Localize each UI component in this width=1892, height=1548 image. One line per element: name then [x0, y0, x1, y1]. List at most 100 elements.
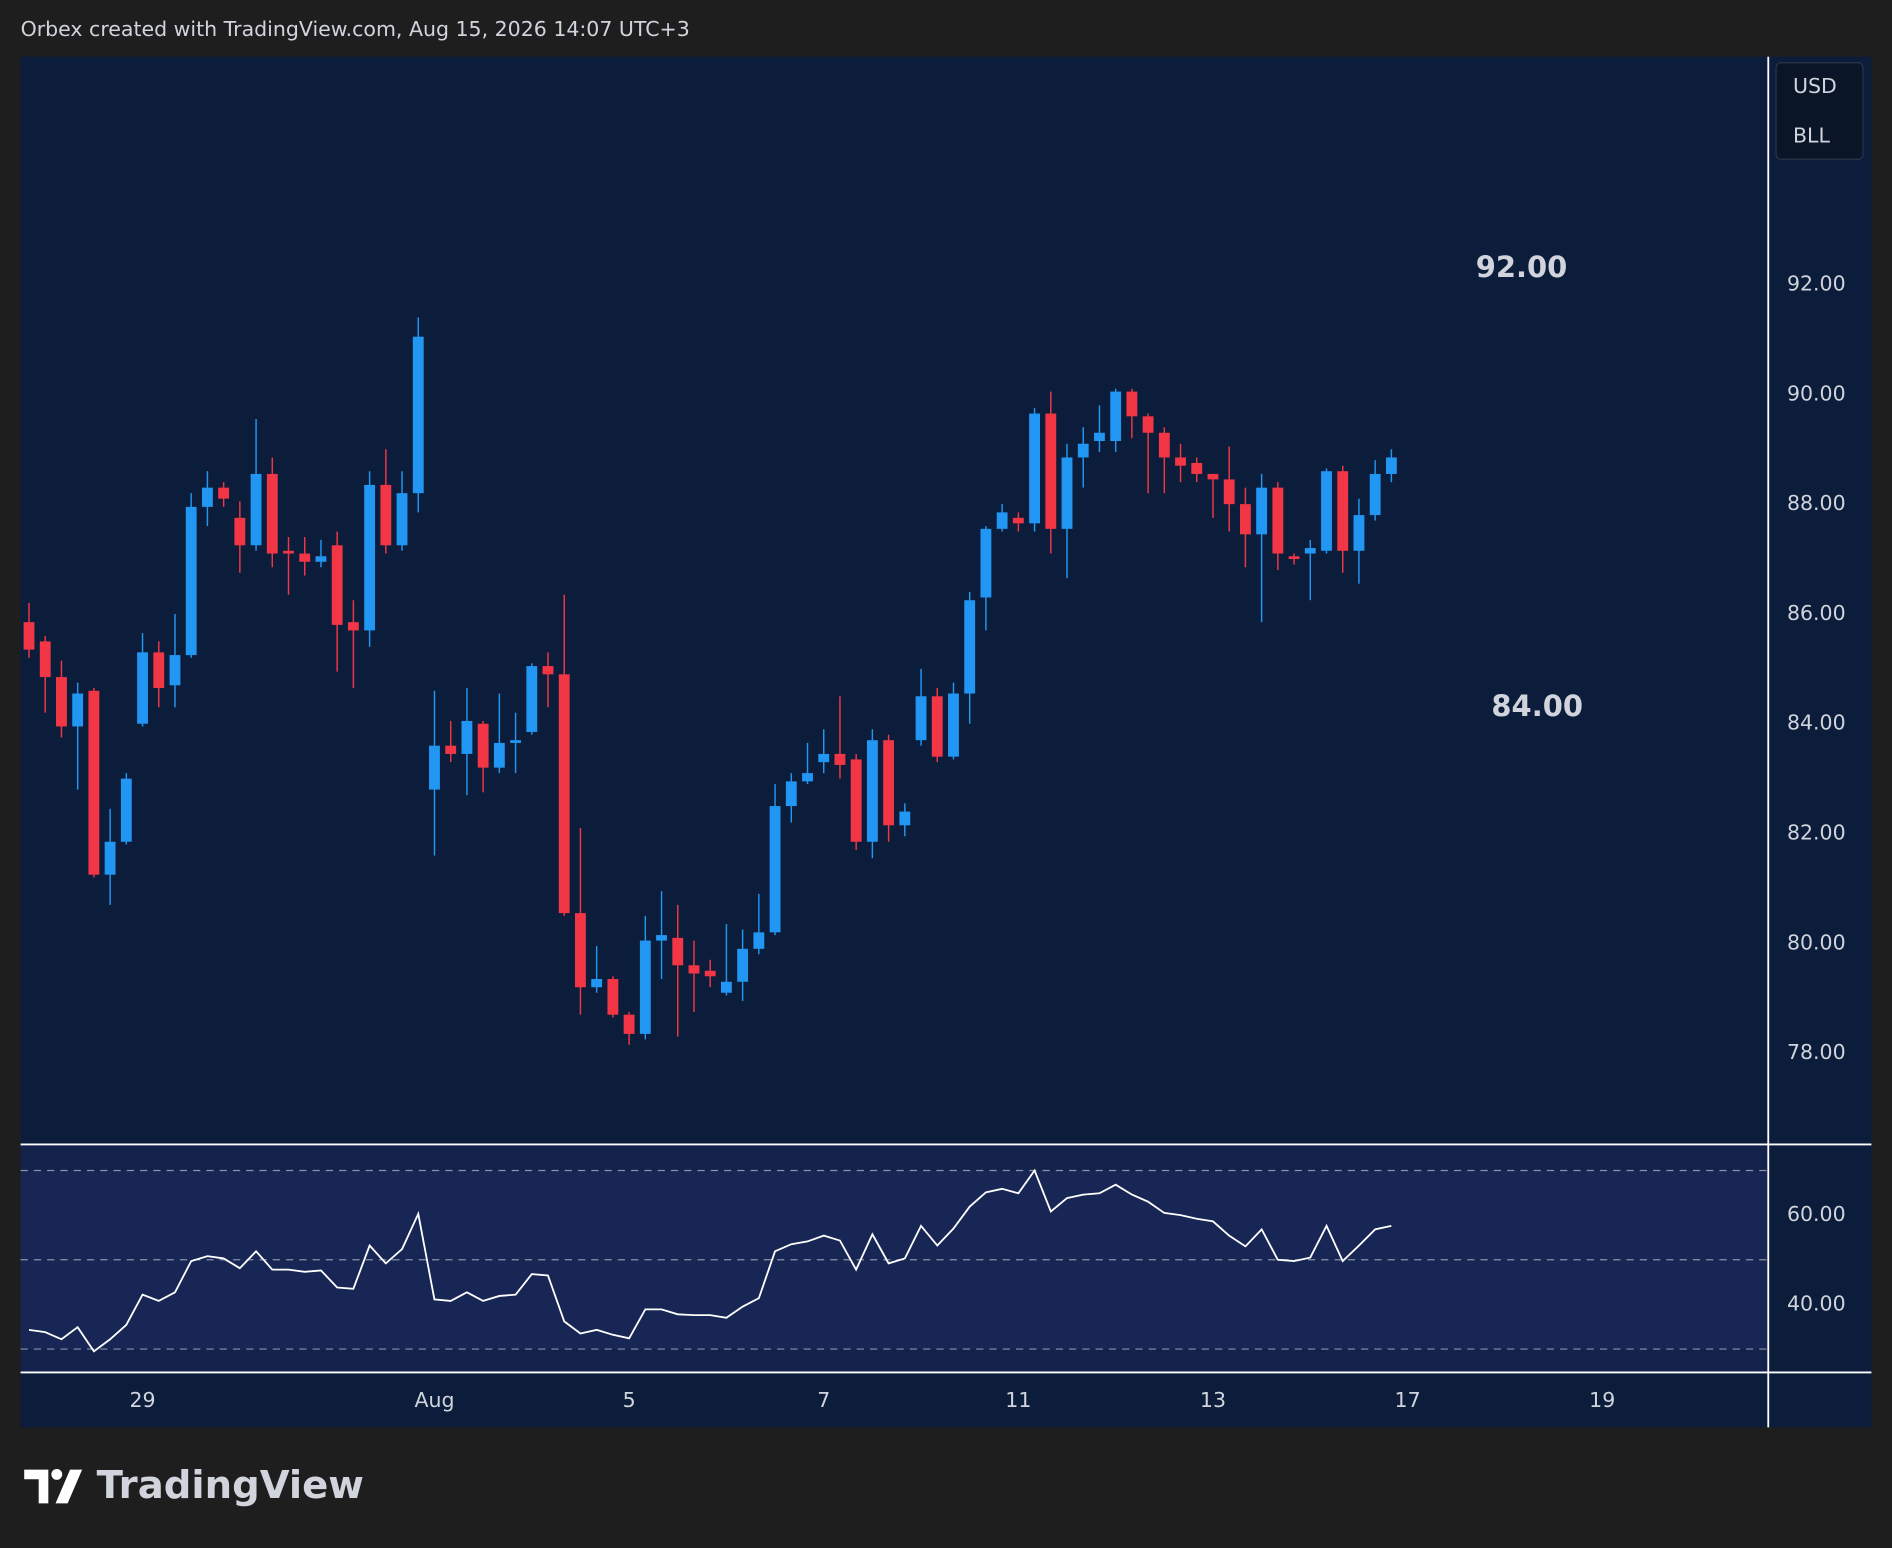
- candle-body: [1207, 473, 1219, 480]
- candle-body: [1337, 471, 1349, 551]
- candle-body: [429, 745, 440, 790]
- symbol-badge-text: BLL: [1793, 123, 1830, 147]
- y-tick-label: 90.00: [1787, 381, 1846, 405]
- candle-body: [575, 913, 586, 988]
- candle-body: [980, 528, 992, 598]
- candle-body: [996, 512, 1008, 529]
- candle-body: [120, 778, 132, 842]
- currency-badge: USD: [1793, 74, 1837, 98]
- candle-body: [688, 965, 700, 974]
- candle-body: [266, 473, 278, 554]
- candle-body: [1239, 504, 1251, 535]
- candle-body: [850, 759, 862, 842]
- candle-body: [104, 841, 116, 875]
- annotation: 92.00: [1476, 250, 1568, 284]
- candle-body: [1061, 457, 1073, 529]
- candle-body: [493, 742, 505, 768]
- logo-text: TradingView: [97, 1463, 364, 1508]
- candle-body: [72, 693, 84, 727]
- candle-body: [461, 720, 473, 754]
- candle-body: [1353, 515, 1365, 551]
- candle-body: [656, 935, 667, 941]
- y-tick-label: 60.00: [1787, 1202, 1846, 1226]
- candle-body: [753, 932, 765, 949]
- candle-body: [769, 806, 781, 933]
- candle-body: [137, 652, 148, 724]
- candle-body: [1288, 556, 1300, 560]
- candle-body: [883, 740, 895, 826]
- candle-body: [1110, 391, 1122, 441]
- rsi-line: [28, 1168, 1392, 1353]
- candle-body: [234, 517, 246, 546]
- y-tick-label: 82.00: [1787, 821, 1846, 845]
- y-tick-label: 80.00: [1787, 930, 1846, 954]
- y-tick-label: 86.00: [1787, 601, 1846, 625]
- candle-body: [1256, 487, 1268, 535]
- rsi-band: [20, 1170, 1768, 1350]
- candle-body: [1029, 413, 1041, 524]
- candle-body: [915, 696, 927, 741]
- y-tick-label: 78.00: [1787, 1040, 1846, 1064]
- candle-body: [1077, 443, 1089, 458]
- candle-body: [347, 622, 359, 631]
- candle-body: [218, 487, 230, 499]
- x-tick-label: 13: [1200, 1388, 1226, 1412]
- candle-body: [1272, 487, 1284, 554]
- annotation: 84.00: [1491, 689, 1583, 723]
- candle-body: [153, 652, 165, 689]
- logo-shape: [51, 1468, 63, 1480]
- candle-body: [818, 753, 830, 763]
- candle-body: [704, 970, 716, 977]
- candle-body: [1321, 471, 1332, 551]
- candle-body: [1126, 391, 1138, 417]
- candle-body: [1175, 457, 1186, 466]
- logo-shape: [55, 1469, 83, 1504]
- candle-body: [720, 981, 732, 993]
- candle-body: [639, 940, 651, 1034]
- candle-body: [834, 753, 846, 765]
- candle-body: [88, 690, 100, 875]
- candle-body: [1012, 517, 1024, 524]
- logo-shape: [24, 1469, 49, 1504]
- candle-body: [1158, 432, 1170, 458]
- candle-body: [364, 484, 376, 631]
- candle-body: [299, 553, 311, 562]
- y-tick-label: 40.00: [1787, 1291, 1846, 1315]
- y-tick-label: 92.00: [1787, 272, 1846, 296]
- candle-body: [510, 740, 522, 743]
- candle-body: [1045, 413, 1057, 529]
- candle-body: [169, 655, 181, 686]
- plot: [20, 317, 1768, 1353]
- candle-body: [445, 745, 457, 754]
- candle-body: [558, 674, 570, 914]
- candle-body: [380, 484, 392, 546]
- candle-body: [1094, 432, 1105, 441]
- symbol-badge: [1775, 62, 1864, 160]
- candle-body: [23, 622, 35, 650]
- candle-body: [899, 811, 911, 826]
- candle-body: [964, 600, 976, 694]
- candle-body: [948, 693, 959, 757]
- candle-body: [866, 740, 878, 842]
- candle-body: [623, 1014, 635, 1034]
- x-tick-label: 19: [1589, 1388, 1615, 1412]
- candle-body: [1191, 462, 1203, 474]
- candle-body: [931, 696, 943, 757]
- candle-body: [607, 979, 619, 1015]
- candle-body: [1304, 548, 1316, 554]
- candle-body: [542, 666, 554, 675]
- x-tick-label: 5: [623, 1388, 636, 1412]
- candle-body: [1142, 416, 1154, 433]
- candle-body: [39, 641, 51, 678]
- x-tick-label: 17: [1395, 1388, 1421, 1412]
- candle-body: [250, 473, 262, 546]
- candle-body: [396, 493, 408, 546]
- candle-body: [331, 545, 343, 625]
- candle-body: [591, 979, 603, 988]
- header: Orbex created with TradingView.com, Aug …: [21, 17, 690, 41]
- candle-body: [1369, 473, 1381, 516]
- x-tick-label: 7: [817, 1388, 830, 1412]
- candle-body: [737, 948, 749, 982]
- candle-body: [412, 336, 424, 494]
